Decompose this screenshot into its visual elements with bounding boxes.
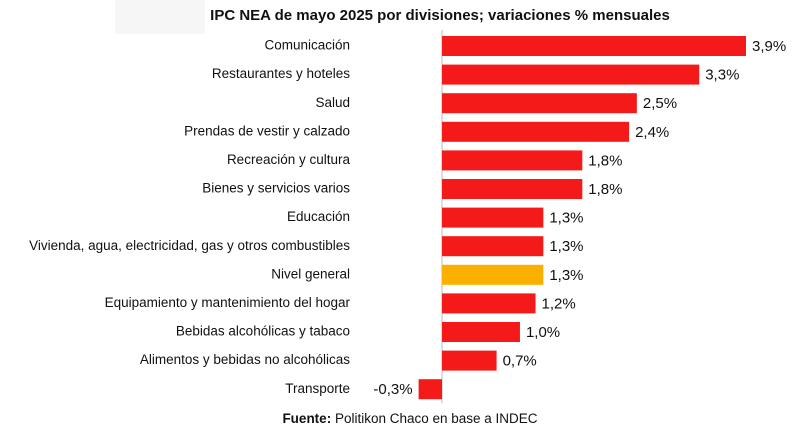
category-label: Alimentos y bebidas no alcohólicas <box>140 352 350 367</box>
value-label: 2,4% <box>635 124 669 141</box>
bar <box>442 322 520 342</box>
bar <box>418 379 442 400</box>
bar <box>442 150 583 171</box>
category-label: Comunicación <box>264 38 350 53</box>
category-label: Educación <box>287 209 350 224</box>
value-label: 1,8% <box>588 152 622 169</box>
bar <box>442 264 544 285</box>
bar <box>442 64 700 85</box>
source-text: Politikon Chaco en base a INDEC <box>335 411 538 426</box>
category-label: Vivienda, agua, electricidad, gas y otro… <box>29 238 350 253</box>
bar <box>442 121 630 142</box>
bar <box>442 293 536 314</box>
value-label: 3,9% <box>752 38 786 55</box>
bar <box>442 207 544 228</box>
bar <box>442 236 544 257</box>
value-label: 3,3% <box>705 67 739 84</box>
category-label: Bienes y servicios varios <box>202 181 350 196</box>
value-label: 2,5% <box>643 95 677 112</box>
value-label: 1,3% <box>549 238 583 255</box>
value-label: 1,8% <box>588 181 622 198</box>
source-label: Fuente: <box>282 411 331 426</box>
category-label: Prendas de vestir y calzado <box>184 123 350 138</box>
source: Fuente: Politikon Chaco en base a INDEC <box>282 411 537 426</box>
bar <box>442 36 746 56</box>
category-label: Nivel general <box>271 266 350 281</box>
category-label: Transporte <box>285 381 350 396</box>
value-label: 1,2% <box>542 295 576 312</box>
bar <box>442 93 637 114</box>
value-label: -0,3% <box>373 381 412 398</box>
category-label: Bebidas alcohólicas y tabaco <box>176 324 350 339</box>
value-label: 1,0% <box>526 324 560 341</box>
category-label: Salud <box>315 95 350 110</box>
bar <box>442 350 497 371</box>
value-label: 1,3% <box>549 267 583 284</box>
value-label: 0,7% <box>503 353 537 370</box>
value-label: 1,3% <box>549 210 583 227</box>
category-label: Equipamiento y mantenimiento del hogar <box>105 295 351 310</box>
corner-shade <box>115 0 205 34</box>
category-label: Recreación y cultura <box>227 152 351 167</box>
category-label: Restaurantes y hoteles <box>212 66 350 81</box>
bar <box>442 179 583 199</box>
chart-title: IPC NEA de mayo 2025 por divisiones; var… <box>210 7 670 24</box>
